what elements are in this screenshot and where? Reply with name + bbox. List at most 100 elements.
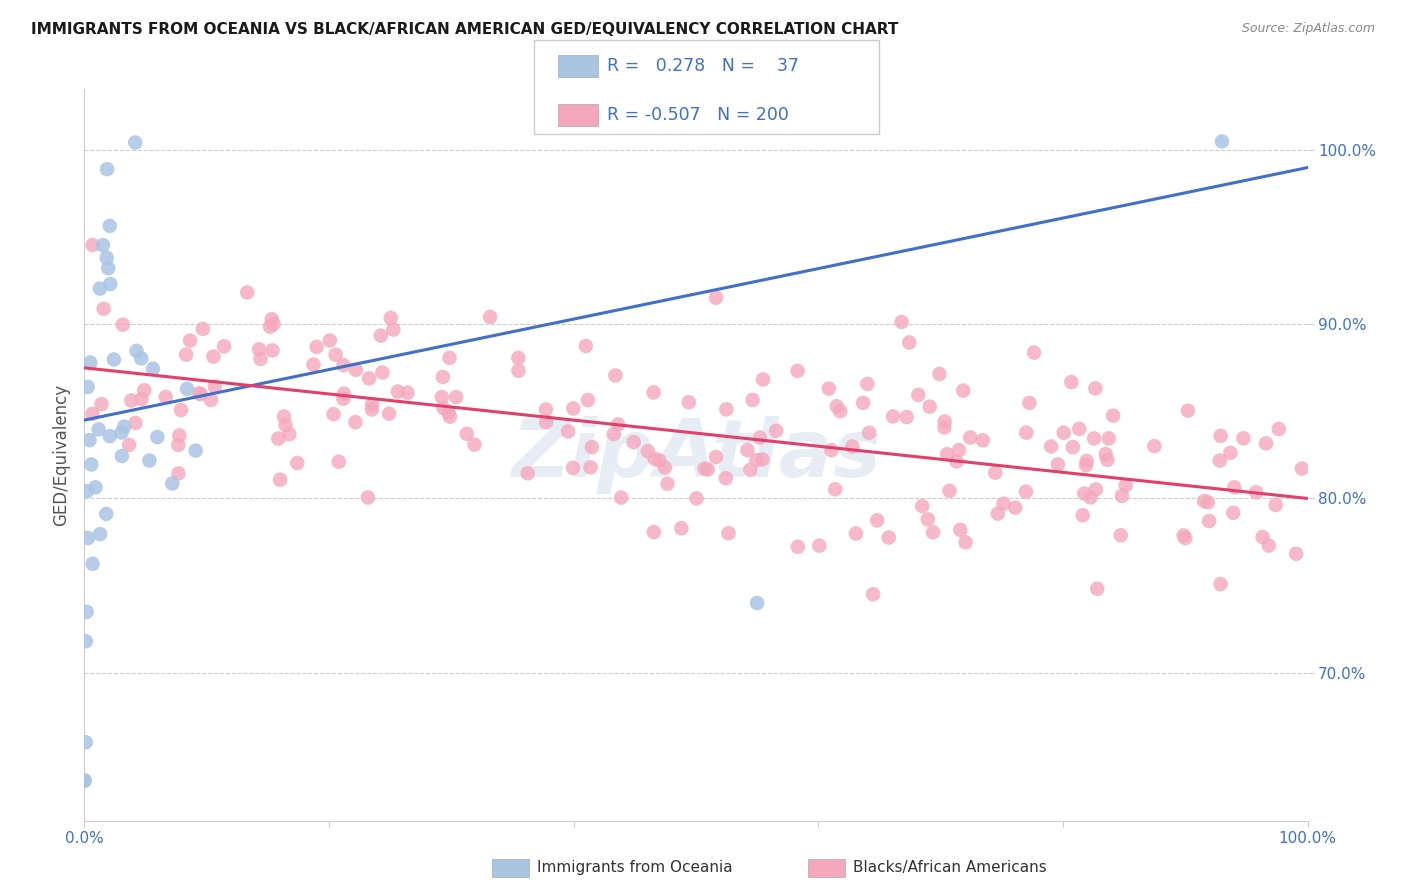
Point (274, 418, 297, 433)
Text: Blacks/African Americans: Blacks/African Americans (853, 861, 1047, 875)
Point (170, 403, 193, 417)
Point (1251, 530, 1274, 544)
Point (432, 370, 454, 384)
Point (747, 596, 769, 610)
Point (84, 480, 107, 494)
Point (1254, 436, 1277, 450)
Point (740, 463, 762, 477)
Point (959, 430, 981, 444)
Point (332, 392, 354, 406)
Point (581, 440, 603, 454)
Point (204, 379, 226, 393)
Point (607, 417, 630, 432)
Point (1046, 458, 1069, 472)
Point (654, 460, 676, 475)
Point (162, 476, 184, 491)
Point (184, 443, 207, 458)
Point (305, 340, 328, 354)
Point (562, 460, 585, 475)
Point (644, 451, 666, 466)
Point (120, 393, 142, 408)
Point (1040, 440, 1063, 454)
Point (124, 416, 146, 430)
Point (752, 372, 775, 386)
Point (856, 376, 879, 391)
Point (945, 454, 967, 468)
Point (202, 350, 225, 364)
Point (1177, 403, 1199, 417)
Point (1143, 439, 1166, 453)
Point (1084, 381, 1107, 395)
Point (456, 426, 478, 441)
Point (76, 380, 98, 394)
Text: Immigrants from Oceania: Immigrants from Oceania (537, 861, 733, 875)
Point (328, 455, 350, 469)
Point (200, 392, 222, 407)
Point (890, 315, 912, 329)
Point (396, 385, 419, 400)
Point (1232, 431, 1254, 445)
Point (1102, 409, 1125, 423)
Point (898, 335, 921, 350)
Point (1076, 458, 1098, 473)
Point (1197, 495, 1219, 509)
Point (370, 328, 392, 343)
Point (73, 773, 96, 788)
Point (1264, 498, 1286, 512)
Point (1015, 484, 1038, 499)
Text: Source: ZipAtlas.com: Source: ZipAtlas.com (1241, 22, 1375, 36)
Point (82, 407, 104, 421)
Point (1076, 454, 1098, 468)
Point (1111, 489, 1133, 503)
Point (96, 507, 118, 521)
Point (1285, 547, 1308, 561)
Point (949, 523, 972, 537)
Point (260, 312, 283, 326)
Point (1080, 491, 1102, 505)
Point (1062, 440, 1084, 454)
Point (579, 460, 602, 475)
Point (1018, 396, 1040, 410)
Point (1094, 447, 1116, 461)
Point (112, 419, 135, 434)
Point (643, 385, 665, 400)
Point (190, 387, 212, 401)
Point (344, 415, 367, 429)
Point (259, 319, 281, 334)
Point (704, 291, 727, 305)
Point (972, 434, 994, 448)
Point (786, 540, 808, 554)
Point (322, 407, 344, 421)
Point (96, 251, 118, 265)
Point (907, 388, 929, 402)
Point (557, 425, 579, 439)
Point (603, 427, 626, 442)
Point (1084, 483, 1107, 497)
Point (1073, 486, 1095, 500)
Point (862, 587, 884, 601)
Point (134, 384, 156, 398)
Point (936, 447, 959, 461)
Point (89, 281, 111, 295)
Point (278, 427, 301, 442)
Point (648, 453, 671, 467)
Point (1223, 480, 1246, 494)
Point (269, 473, 291, 487)
Point (129, 351, 152, 366)
Point (516, 467, 538, 481)
Point (1244, 485, 1267, 500)
Point (882, 409, 904, 424)
Point (623, 435, 645, 450)
Point (1209, 429, 1232, 443)
Point (1222, 506, 1244, 520)
Point (131, 392, 153, 407)
Point (877, 531, 900, 545)
Point (79, 433, 101, 447)
Point (1115, 478, 1137, 492)
Point (90, 397, 112, 411)
Point (247, 343, 270, 357)
Point (1219, 446, 1241, 460)
Point (169, 428, 191, 442)
Point (1291, 461, 1313, 475)
Point (562, 401, 585, 416)
